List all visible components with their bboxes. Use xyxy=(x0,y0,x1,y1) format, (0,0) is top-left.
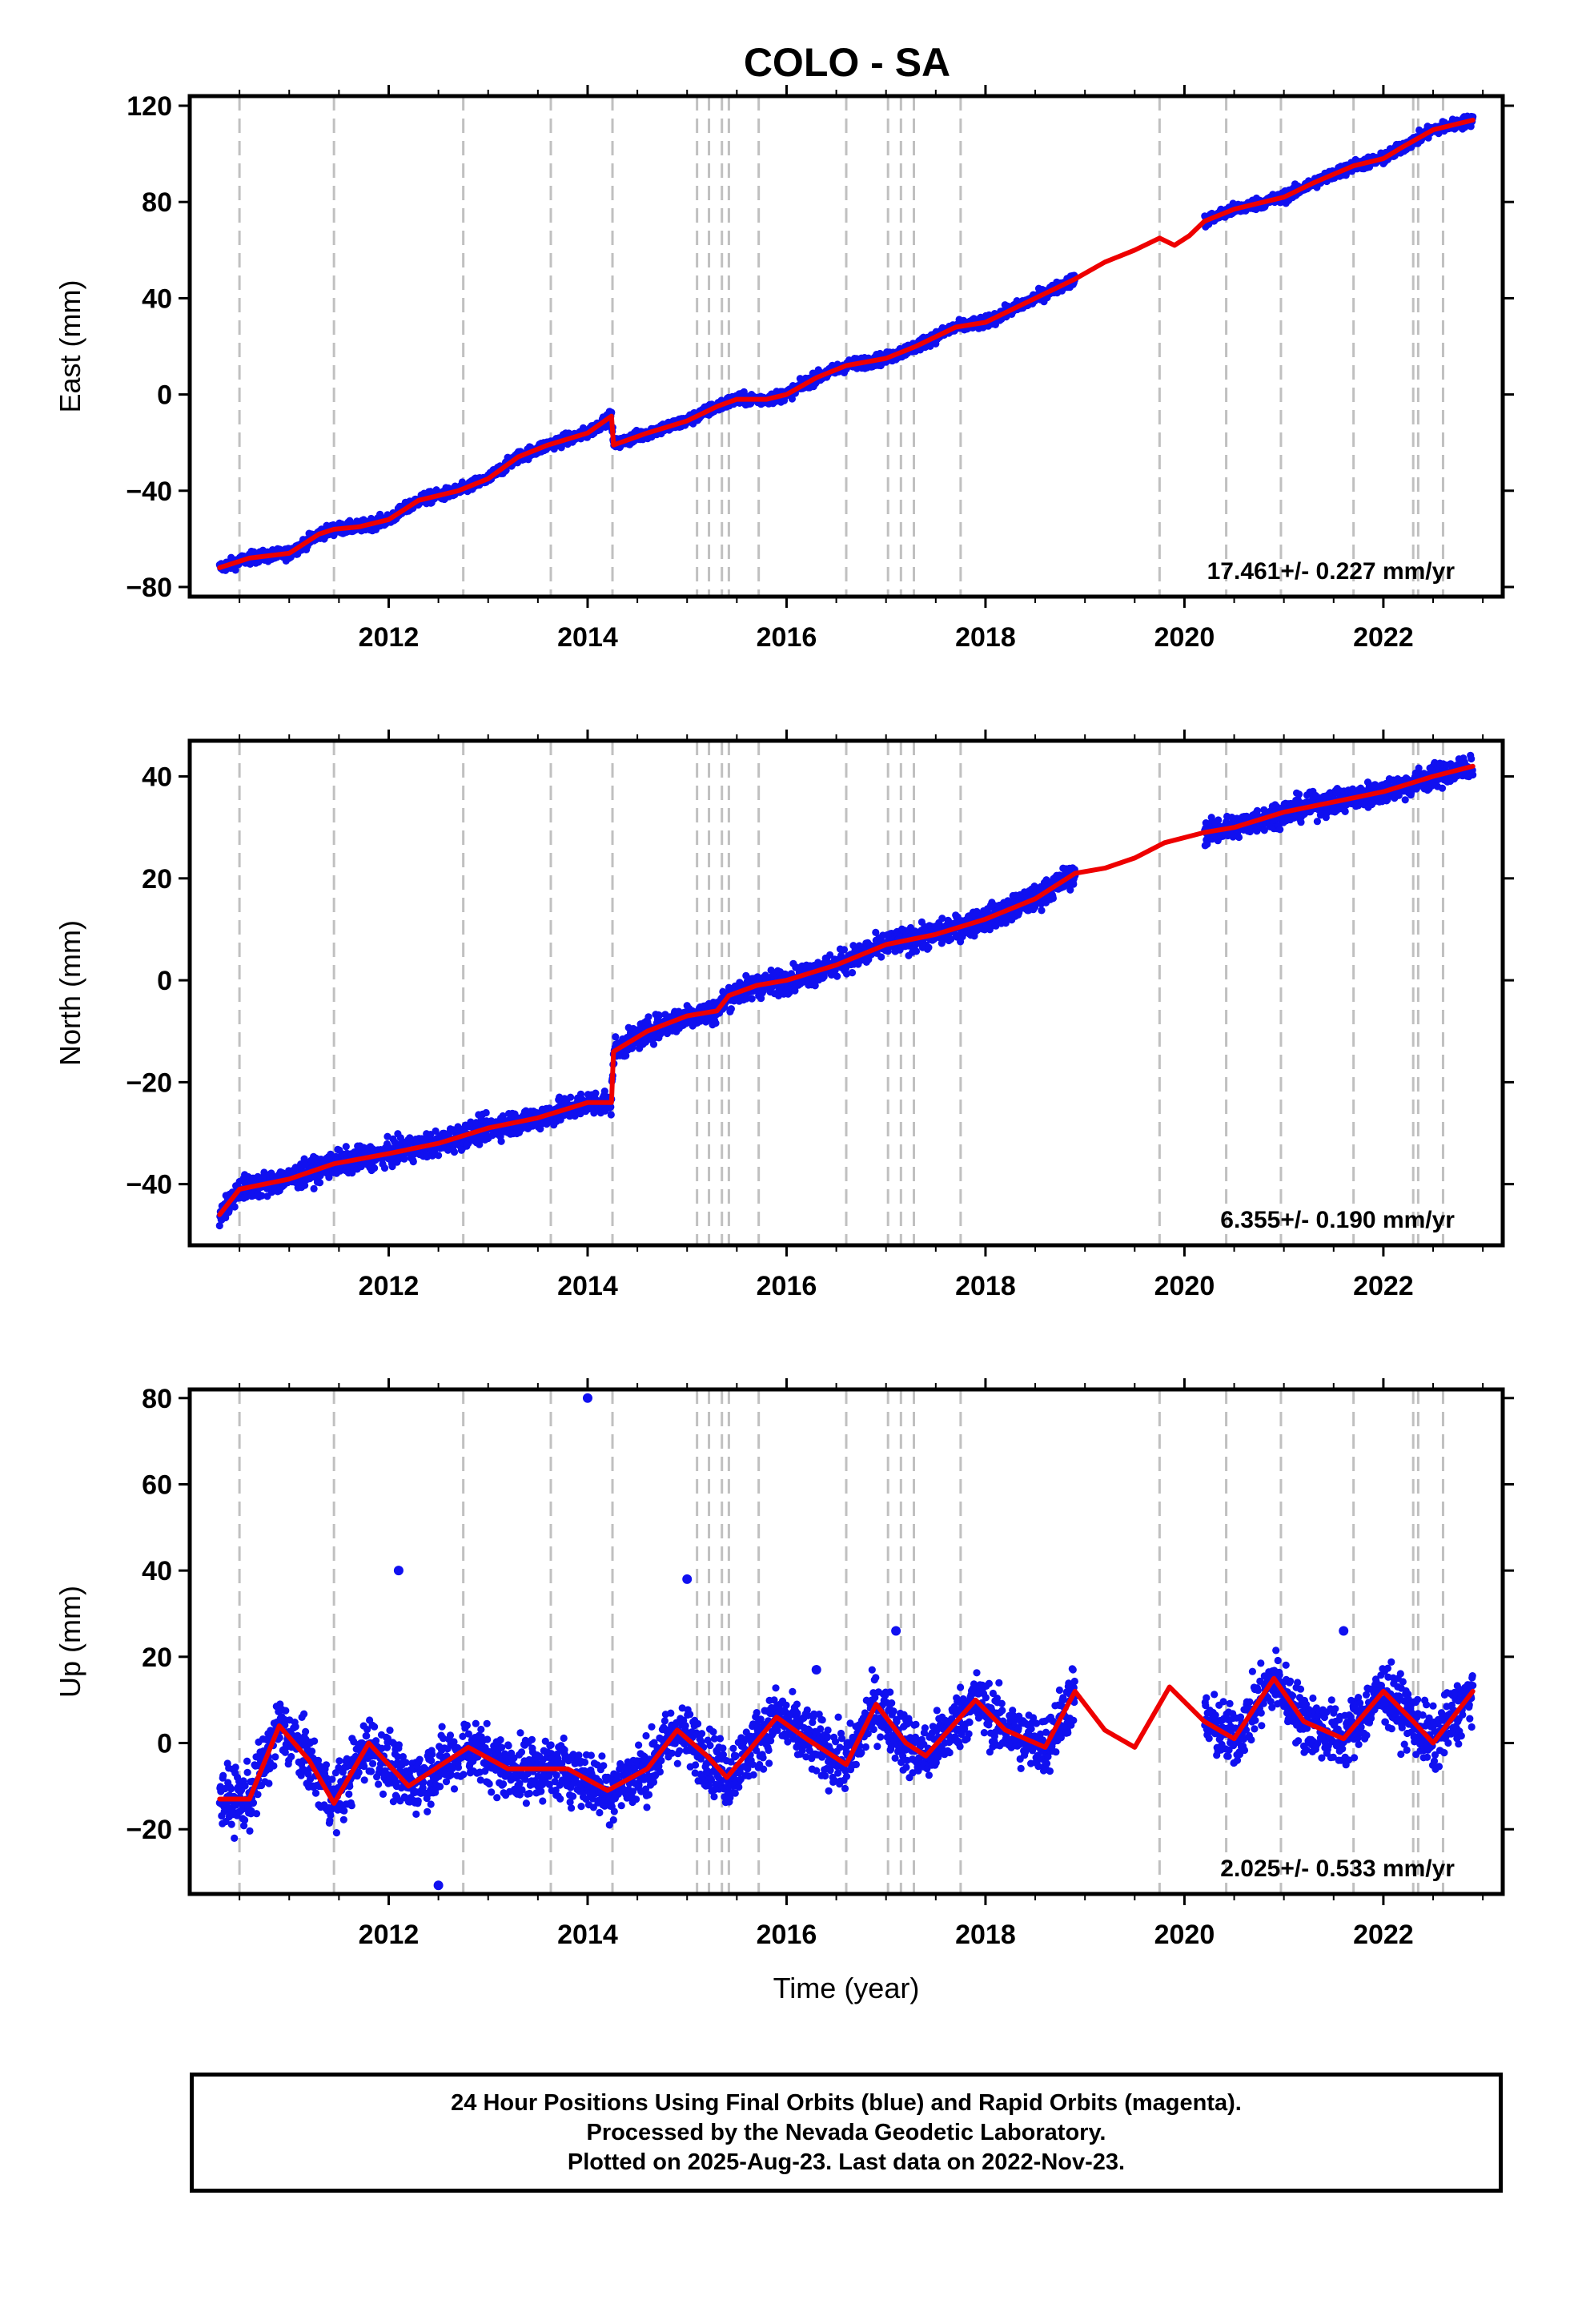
north-data-point xyxy=(727,1005,736,1013)
north-data-point xyxy=(315,1179,324,1187)
north-data-point xyxy=(567,1093,575,1101)
north-data-point xyxy=(712,1019,720,1027)
north-data-point xyxy=(925,943,933,951)
east-x-tick-label: 2022 xyxy=(1353,622,1414,653)
north-data-point xyxy=(400,1155,408,1163)
east-x-tick-label: 2016 xyxy=(757,622,817,653)
east-y-axis-label: East (mm) xyxy=(54,280,86,413)
east-x-tick-label: 2020 xyxy=(1154,622,1215,653)
north-data-point xyxy=(497,1137,505,1145)
north-data-point xyxy=(409,1158,417,1166)
east-data-point xyxy=(231,566,239,574)
east-y-tick-label: 40 xyxy=(142,283,172,314)
east-x-tick-label: 2018 xyxy=(955,622,1016,653)
north-data-point xyxy=(833,972,841,980)
north-data-point xyxy=(310,1184,318,1192)
north-data-point xyxy=(231,1203,239,1211)
north-data-point xyxy=(450,1148,459,1156)
east-panel: 2012 2014 2016 2018 2020 2022 −80 −40 0 40 80 120 E… xyxy=(54,85,1514,653)
north-data-point xyxy=(435,1152,443,1160)
chart-title: COLO - SA xyxy=(744,40,950,85)
north-data-point xyxy=(592,1089,600,1097)
north-data-point xyxy=(644,1013,652,1021)
north-data-point xyxy=(748,995,756,1003)
east-event-lines xyxy=(238,96,1444,597)
north-data-point xyxy=(380,1164,389,1172)
east-y-tick-label: −40 xyxy=(126,476,172,507)
east-y-tick-label: 0 xyxy=(157,380,172,411)
east-rate-label: 17.461+/- 0.227 mm/yr xyxy=(1207,558,1456,585)
north-data-point xyxy=(840,946,849,954)
east-y-tick-label: −80 xyxy=(126,573,172,603)
east-y-tick-label: 80 xyxy=(142,187,172,218)
north-data-point xyxy=(607,1111,615,1119)
east-x-tick-label: 2014 xyxy=(557,622,618,653)
north-data-point xyxy=(342,1143,350,1151)
north-data-point xyxy=(482,1108,490,1117)
east-y-tick-label: 120 xyxy=(126,91,172,122)
north-data-point xyxy=(877,953,885,961)
north-data-point xyxy=(912,947,921,955)
east-x-tick-label: 2012 xyxy=(359,622,420,653)
north-data-point xyxy=(848,969,857,977)
north-data-point xyxy=(649,1040,658,1048)
north-data-point xyxy=(371,1164,379,1172)
